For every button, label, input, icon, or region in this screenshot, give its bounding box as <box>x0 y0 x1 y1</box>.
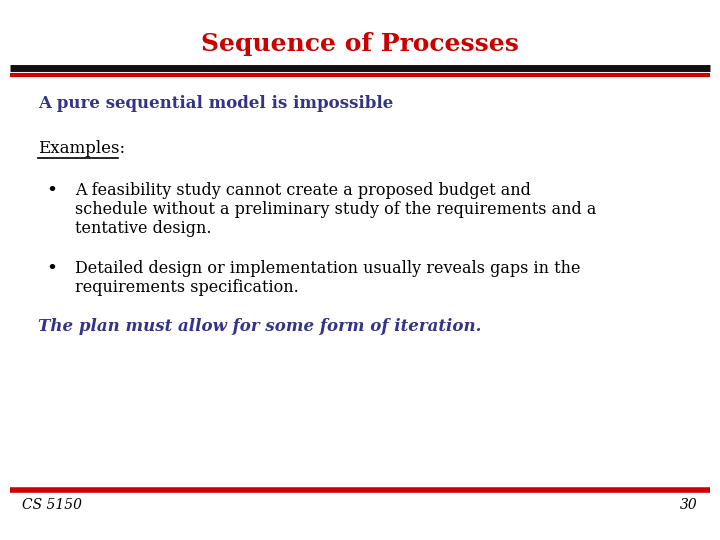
Text: Examples:: Examples: <box>38 140 125 157</box>
Text: CS 5150: CS 5150 <box>22 498 82 512</box>
Text: •: • <box>46 182 58 200</box>
Text: The plan must allow for some form of iteration.: The plan must allow for some form of ite… <box>38 318 482 335</box>
Text: A feasibility study cannot create a proposed budget and: A feasibility study cannot create a prop… <box>75 182 531 199</box>
Text: schedule without a preliminary study of the requirements and a: schedule without a preliminary study of … <box>75 201 596 218</box>
Text: tentative design.: tentative design. <box>75 220 212 237</box>
Text: Sequence of Processes: Sequence of Processes <box>201 32 519 56</box>
Text: •: • <box>46 260 58 278</box>
Text: Detailed design or implementation usually reveals gaps in the: Detailed design or implementation usuall… <box>75 260 580 277</box>
Text: 30: 30 <box>680 498 698 512</box>
Text: requirements specification.: requirements specification. <box>75 279 299 296</box>
Text: A pure sequential model is impossible: A pure sequential model is impossible <box>38 95 393 112</box>
